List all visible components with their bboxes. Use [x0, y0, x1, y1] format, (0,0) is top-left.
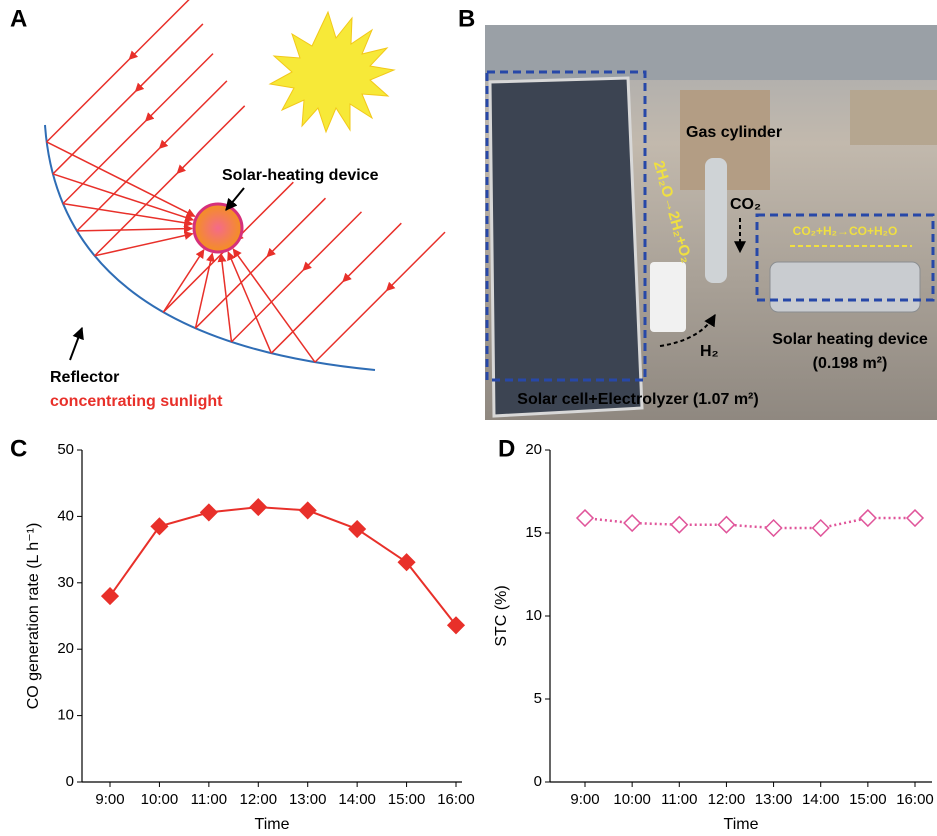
- wall: [850, 90, 937, 145]
- y-axis-title: STC (%): [493, 585, 510, 646]
- x-tick-label: 16:00: [896, 791, 934, 808]
- solar-panel: [490, 78, 642, 416]
- chart: C 0 10 20 30 40 50 9:00 10:00 11:00 12:00 13:00 14:0…: [10, 435, 475, 833]
- reaction-label: CO₂+H₂→CO+H₂O: [793, 224, 898, 238]
- x-axis-title: Time: [255, 816, 290, 833]
- ray: [129, 0, 197, 59]
- ray: [47, 59, 129, 142]
- ray: [53, 91, 136, 174]
- marker: [813, 520, 829, 536]
- marker: [102, 588, 118, 604]
- h2-label: H₂: [700, 343, 719, 360]
- x-axis-title: Time: [724, 816, 759, 833]
- ray: [77, 148, 160, 231]
- chart: D 0 5 10 15 20 9:00 10:00 11:00 12:00 13:00 14:00 15…: [493, 435, 934, 833]
- y-tick-label: 20: [525, 441, 542, 458]
- cell-label: Solar cell+Electrolyzer (1.07 m²): [517, 391, 758, 408]
- marker: [624, 515, 640, 531]
- ray: [77, 229, 192, 231]
- x-tick-label: 11:00: [191, 791, 227, 808]
- pointer: [70, 328, 82, 360]
- x-tick-label: 14:00: [802, 791, 840, 808]
- y-tick-label: 40: [57, 507, 74, 524]
- y-tick-label: 10: [525, 607, 542, 624]
- solar-heating-device: [194, 204, 242, 252]
- marker: [201, 504, 217, 520]
- panel-label: A: [10, 5, 27, 32]
- heater-area: (0.198 m²): [813, 355, 888, 372]
- panel-label: B: [458, 5, 475, 32]
- page: {"panel_a":{"label":"A","device":"Solar-…: [0, 0, 937, 836]
- ray: [195, 253, 212, 328]
- y-tick-label: 10: [57, 707, 74, 724]
- marker: [766, 520, 782, 536]
- x-tick-label: 15:00: [388, 791, 426, 808]
- x-tick-label: 10:00: [613, 791, 651, 808]
- marker: [151, 518, 167, 534]
- x-tick-label: 13:00: [755, 791, 793, 808]
- reflector-label: Reflector: [50, 369, 119, 386]
- ray: [221, 254, 231, 342]
- heater: [770, 262, 920, 312]
- ray: [387, 232, 446, 291]
- y-tick-label: 5: [534, 690, 542, 707]
- gas-cylinder: [705, 158, 727, 283]
- x-tick-label: 16:00: [437, 791, 475, 808]
- x-tick-label: 13:00: [289, 791, 327, 808]
- x-tick-label: 11:00: [661, 791, 697, 808]
- ray: [135, 24, 203, 92]
- ray: [95, 234, 193, 256]
- x-tick-label: 14:00: [338, 791, 376, 808]
- y-tick-label: 20: [57, 640, 74, 657]
- ray: [233, 249, 315, 362]
- x-tick-label: 15:00: [849, 791, 887, 808]
- y-tick-label: 30: [57, 574, 74, 591]
- electrolyzer: [650, 262, 686, 332]
- marker: [860, 510, 876, 526]
- x-tick-label: 10:00: [141, 791, 179, 808]
- y-tick-label: 15: [525, 524, 542, 541]
- marker: [577, 510, 593, 526]
- marker: [300, 502, 316, 518]
- ray: [303, 212, 362, 271]
- heater-label: Solar heating device: [772, 331, 928, 348]
- cylinder-label: Gas cylinder: [686, 124, 782, 141]
- y-tick-label: 0: [66, 773, 74, 790]
- ray: [146, 54, 214, 122]
- x-tick-label: 9:00: [95, 791, 124, 808]
- ray: [315, 291, 387, 363]
- ray: [267, 198, 326, 256]
- y-tick-label: 50: [57, 441, 74, 458]
- marker: [671, 517, 687, 533]
- panel-a: A Solar-heating device Reflector concent…: [10, 0, 445, 410]
- device-label: Solar-heating device: [222, 167, 379, 184]
- panel-label: C: [10, 435, 27, 462]
- y-tick-label: 0: [534, 773, 542, 790]
- y-axis-title: CO generation rate (L h⁻¹): [25, 523, 42, 710]
- ray: [159, 81, 227, 149]
- panel-b: B Gas cylinder CO₂ CO₂+H₂→CO+H₂O 2H₂O→2H…: [458, 5, 937, 420]
- marker: [718, 517, 734, 533]
- pointer: [226, 188, 244, 210]
- marker: [349, 521, 365, 537]
- ray: [343, 223, 402, 282]
- sunlight-label: concentrating sunlight: [50, 393, 223, 410]
- marker: [250, 499, 266, 515]
- ray: [235, 182, 294, 241]
- figure: A Solar-heating device Reflector concent…: [0, 0, 937, 836]
- ray: [177, 106, 245, 174]
- ray: [95, 173, 177, 256]
- x-tick-label: 9:00: [570, 791, 599, 808]
- ray: [163, 250, 204, 312]
- sun: [270, 12, 394, 132]
- x-tick-label: 12:00: [708, 791, 746, 808]
- x-tick-label: 12:00: [240, 791, 278, 808]
- co2-label: CO₂: [730, 196, 761, 213]
- panel-label: D: [498, 435, 515, 462]
- marker: [907, 510, 923, 526]
